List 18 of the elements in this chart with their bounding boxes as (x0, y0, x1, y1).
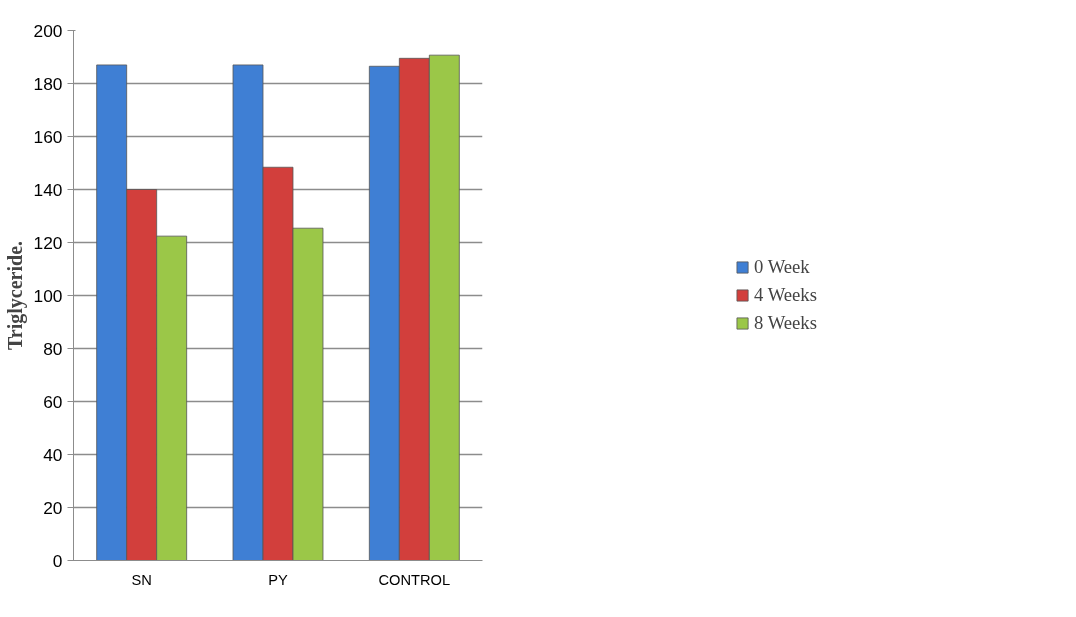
y-tick-label: 200 (33, 20, 63, 41)
y-tick-label: 120 (33, 232, 63, 253)
y-tick-label: 0 (52, 550, 63, 571)
y-tick-label: 140 (33, 179, 63, 200)
legend-label: 0 Week (754, 256, 810, 278)
legend-label: 4 Weeks (754, 284, 817, 306)
y-tick-label: 20 (43, 497, 63, 518)
x-tick-label: CONTROL (378, 571, 451, 588)
y-tick-label: 60 (43, 391, 63, 412)
legend-label: 8 Weeks (754, 312, 817, 334)
x-tick-label: SN (131, 571, 152, 588)
y-tick-label: 100 (33, 285, 63, 306)
y-axis-title: Triglyceride. (3, 240, 27, 351)
y-tick-label: 160 (33, 126, 63, 147)
y-tick-label: 80 (43, 338, 63, 359)
x-tick-label: PY (268, 571, 288, 588)
y-tick-label: 180 (33, 73, 63, 94)
y-tick-label: 40 (43, 444, 63, 465)
